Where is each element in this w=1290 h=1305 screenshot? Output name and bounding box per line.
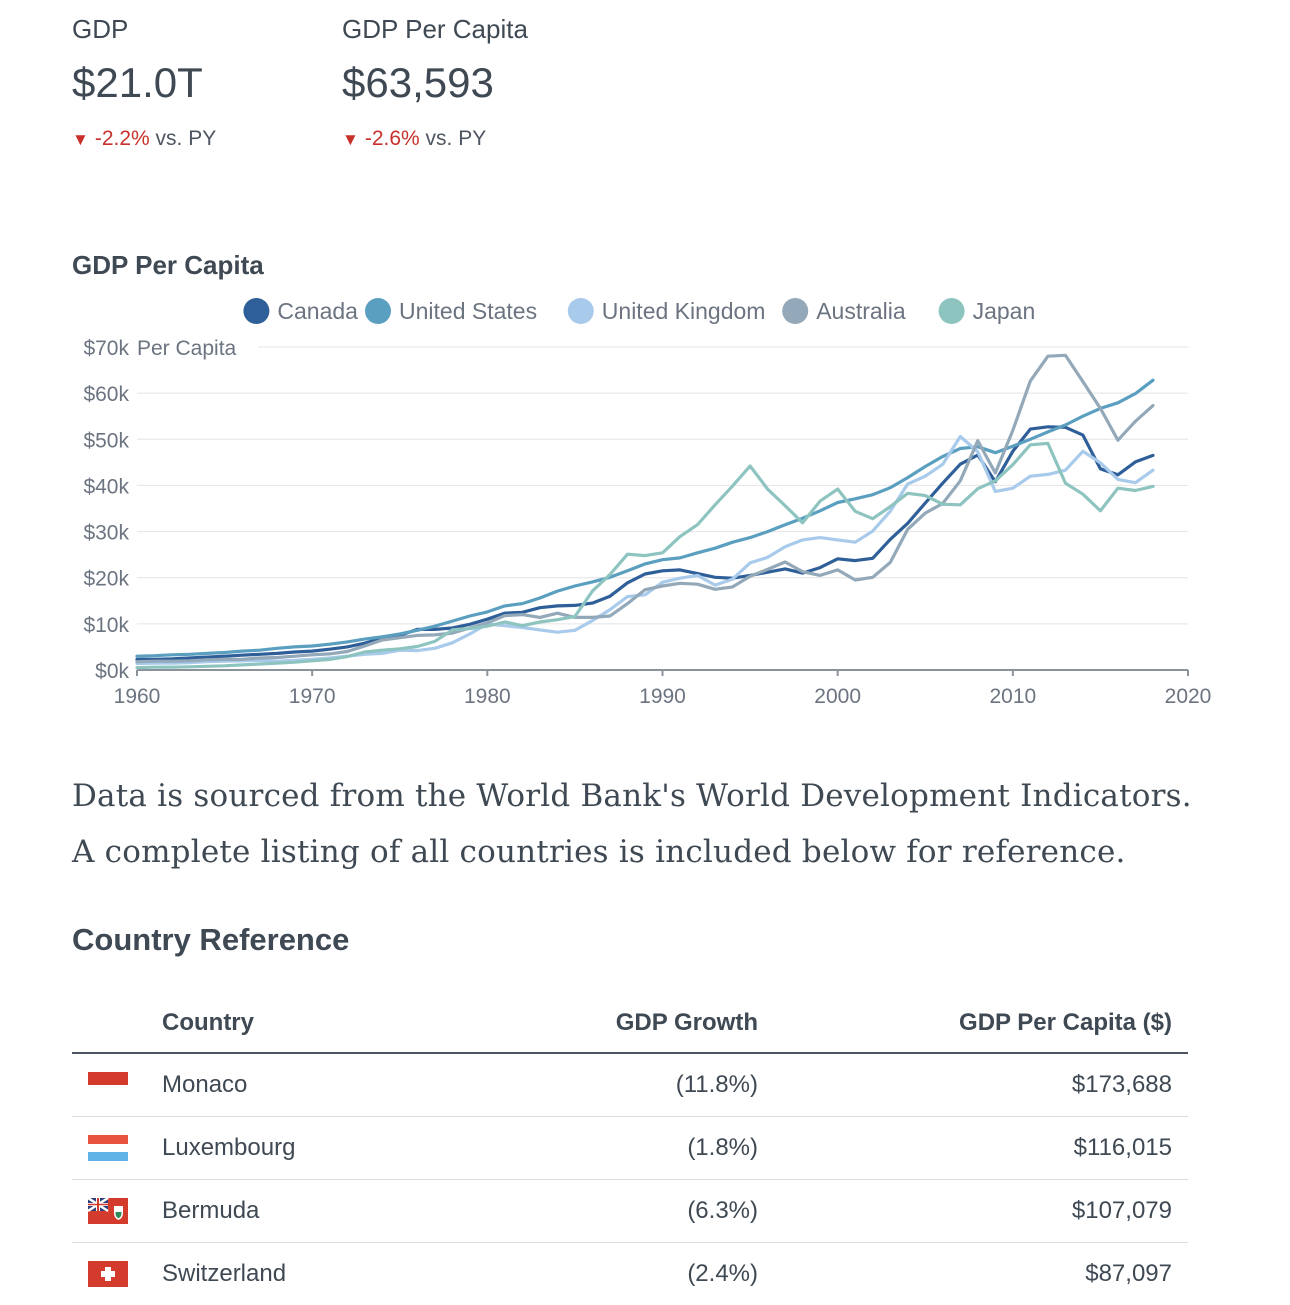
gdp-growth: (1.8%): [457, 1117, 759, 1180]
country-name: Luxembourg: [161, 1117, 457, 1180]
legend-marker: [782, 298, 808, 324]
x-tick-label: 1960: [114, 685, 161, 708]
x-tick-label: 2010: [989, 685, 1036, 708]
legend-marker: [568, 298, 594, 324]
table-header-row: Country GDP Growth GDP Per Capita ($): [72, 994, 1188, 1053]
legend-label: Japan: [973, 298, 1036, 324]
series-line-united-states: [137, 380, 1153, 656]
kpi-delta: ▼ -2.2% vs. PY: [72, 127, 216, 151]
gdp-per-capita: $87,097: [759, 1243, 1188, 1305]
legend-label: United Kingdom: [602, 298, 766, 324]
down-triangle-icon: ▼: [72, 130, 89, 149]
gdp-growth: (2.4%): [457, 1243, 759, 1305]
x-tick-label: 1970: [289, 685, 336, 708]
column-header-gdp-per-capita[interactable]: GDP Per Capita ($): [759, 994, 1188, 1053]
y-tick-label: $0k: [95, 660, 129, 683]
chart-title: GDP Per Capita: [72, 250, 264, 281]
gdp-per-capita: $116,015: [759, 1117, 1188, 1180]
y-tick-label: $30k: [83, 522, 129, 545]
legend-label: Australia: [816, 298, 906, 324]
country-name: Monaco: [161, 1053, 457, 1117]
bermuda-flag-icon: [88, 1198, 128, 1224]
country-reference-table: Country GDP Growth GDP Per Capita ($) Mo…: [72, 994, 1188, 1305]
table-row[interactable]: Luxembourg (1.8%) $116,015: [72, 1117, 1188, 1180]
kpi-delta-suffix: vs. PY: [426, 127, 487, 150]
x-tick-label: 1980: [464, 685, 511, 708]
legend-label: United States: [399, 298, 537, 324]
legend-marker: [365, 298, 391, 324]
legend-marker: [939, 298, 965, 324]
y-tick-label: $60k: [83, 383, 129, 406]
country-name: Bermuda: [161, 1180, 457, 1243]
y-axis-label: Per Capita: [137, 337, 237, 360]
table-row[interactable]: Bermuda (6.3%) $107,079: [72, 1180, 1188, 1243]
series-line-australia: [137, 355, 1153, 661]
column-header-country[interactable]: Country: [161, 994, 457, 1053]
x-tick-label: 2020: [1165, 685, 1212, 708]
x-tick-label: 1990: [639, 685, 686, 708]
down-triangle-icon: ▼: [342, 130, 359, 149]
kpi-gdp-per-capita: GDP Per Capita $63,593 ▼ -2.6% vs. PY: [342, 14, 528, 151]
legend-marker: [243, 298, 269, 324]
kpi-label: GDP: [72, 14, 216, 45]
kpi-delta: ▼ -2.6% vs. PY: [342, 127, 528, 151]
legend-label: Canada: [277, 298, 358, 324]
kpi-value: $21.0T: [72, 59, 216, 107]
y-tick-label: $40k: [83, 475, 129, 498]
luxembourg-flag-icon: [88, 1135, 128, 1161]
note-line-1: Data is sourced from the World Bank's Wo…: [72, 768, 1232, 824]
kpi-label: GDP Per Capita: [342, 14, 528, 45]
y-tick-label: $50k: [83, 429, 129, 452]
note-line-2: A complete listing of all countries is i…: [72, 824, 1232, 880]
y-tick-label: $10k: [83, 614, 129, 637]
series-line-japan: [137, 443, 1153, 667]
table-row[interactable]: Switzerland (2.4%) $87,097: [72, 1243, 1188, 1305]
section-title: Country Reference: [72, 922, 349, 958]
switzerland-flag-icon: [88, 1261, 128, 1287]
kpi-delta-value: -2.2%: [95, 127, 150, 150]
gdp-growth: (11.8%): [457, 1053, 759, 1117]
table-row[interactable]: Monaco (11.8%) $173,688: [72, 1053, 1188, 1117]
y-tick-label: $70k: [83, 337, 129, 360]
flag-column-header: [72, 994, 161, 1053]
kpi-value: $63,593: [342, 59, 528, 107]
source-note: Data is sourced from the World Bank's Wo…: [72, 768, 1232, 880]
gdp-per-capita: $173,688: [759, 1053, 1188, 1117]
kpi-gdp: GDP $21.0T ▼ -2.2% vs. PY: [72, 14, 216, 151]
gdp-per-capita: $107,079: [759, 1180, 1188, 1243]
column-header-gdp-growth[interactable]: GDP Growth: [457, 994, 759, 1053]
country-name: Switzerland: [161, 1243, 457, 1305]
y-tick-label: $20k: [83, 568, 129, 591]
monaco-flag-icon: [88, 1072, 128, 1098]
gdp-growth: (6.3%): [457, 1180, 759, 1243]
kpi-delta-suffix: vs. PY: [156, 127, 217, 150]
kpi-delta-value: -2.6%: [365, 127, 420, 150]
gdp-per-capita-line-chart: Canada United States United Kingdom Austral…: [0, 290, 1290, 720]
x-tick-label: 2000: [814, 685, 861, 708]
